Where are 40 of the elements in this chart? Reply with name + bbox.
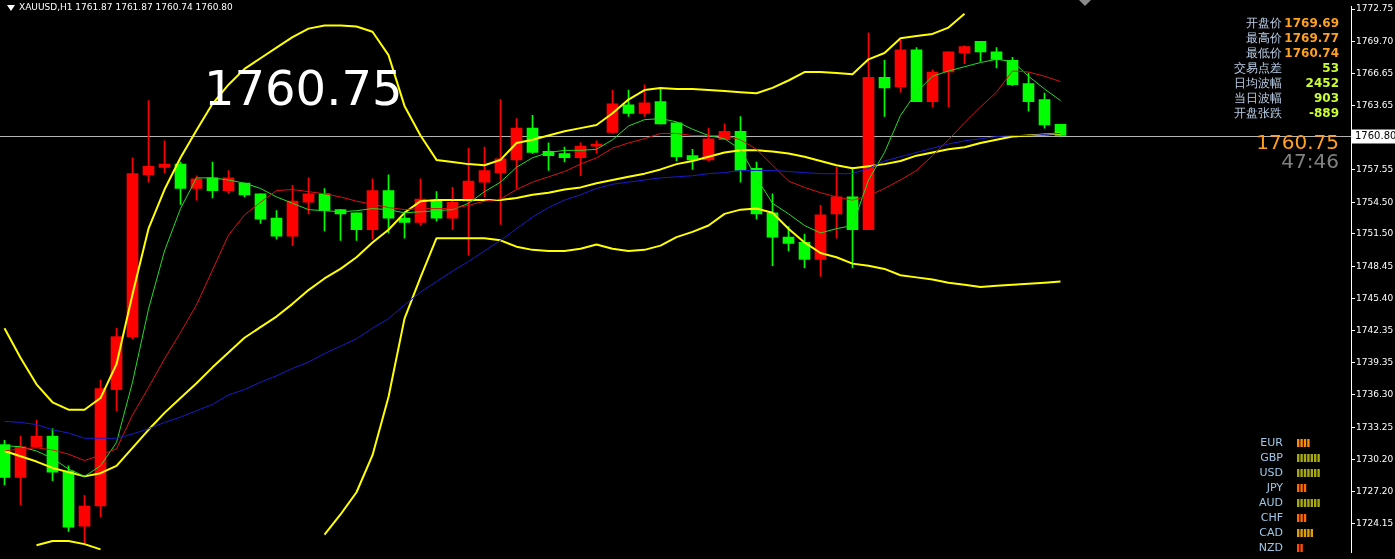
y-tick-label: 1745.40	[1356, 292, 1394, 303]
y-tick-label: 1727.20	[1356, 485, 1394, 496]
y-tick-label: 1751.50	[1356, 228, 1394, 239]
text: 903	[1313, 91, 1339, 105]
y-tick-label: 1772.75	[1356, 3, 1394, 14]
y-tick-label: 1739.35	[1356, 356, 1394, 367]
text: 交易点差	[1234, 61, 1282, 75]
y-tick-label: 1757.55	[1356, 164, 1394, 175]
text: CHF	[1260, 511, 1283, 524]
text: USD	[1259, 466, 1283, 479]
text: 日均波幅	[1234, 76, 1282, 90]
y-tick-label: 1754.50	[1356, 196, 1394, 207]
text: JPY	[1266, 481, 1283, 494]
y-tick-label: 1766.65	[1356, 67, 1394, 78]
y-tick-label: 1736.30	[1356, 389, 1394, 400]
y-tick-label: 1730.20	[1356, 453, 1394, 464]
text: 最低价	[1246, 46, 1282, 60]
text: 开盘价	[1246, 16, 1282, 30]
y-tick-label: 1733.25	[1356, 421, 1394, 432]
text: 1760.74	[1284, 46, 1339, 60]
text: EUR	[1260, 436, 1283, 449]
text: 2452	[1305, 76, 1339, 90]
text: GBP	[1260, 451, 1283, 464]
chart-title: XAUUSD,H1 1761.87 1761.87 1760.74 1760.80	[19, 2, 233, 12]
y-tick-label: 1742.35	[1356, 325, 1394, 336]
y-tick-label: 1748.45	[1356, 260, 1394, 271]
y-tick-label: 1769.70	[1356, 35, 1394, 46]
text: CAD	[1259, 526, 1283, 539]
text: -889	[1308, 106, 1339, 120]
y-tick-label: 1724.15	[1356, 517, 1394, 528]
text: 最高价	[1246, 31, 1282, 45]
text: 当日波幅	[1234, 91, 1282, 105]
text: 53	[1322, 61, 1339, 75]
text: 1769.69	[1284, 16, 1339, 30]
text: AUD	[1258, 496, 1283, 509]
text: NZD	[1258, 541, 1283, 554]
text: 开盘张跌	[1234, 106, 1282, 120]
y-tick-label: 1763.65	[1356, 99, 1394, 110]
ref-line-label: 1760.80	[1355, 130, 1395, 142]
text: 1769.77	[1284, 31, 1339, 45]
